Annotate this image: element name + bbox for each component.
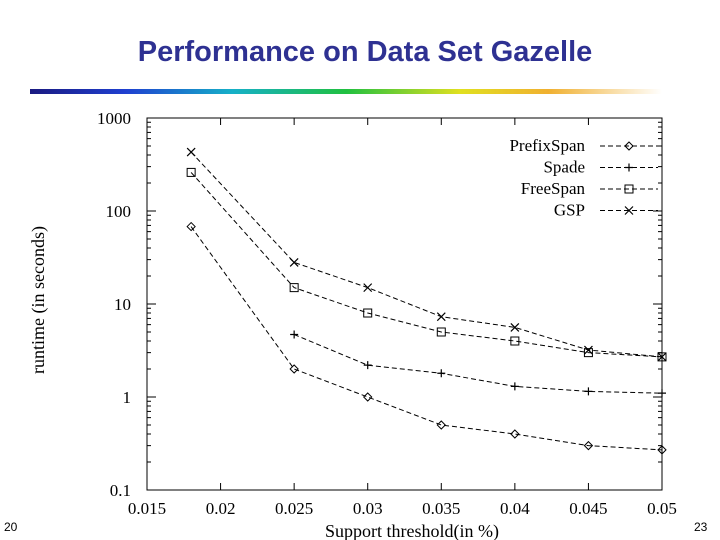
- series-line-gsp: [190, 151, 663, 358]
- legend-marker-freespan: [624, 184, 634, 194]
- series-line-freespan: [190, 172, 663, 358]
- point-gsp: [289, 257, 299, 267]
- x-tick-label: 0.05: [647, 499, 677, 518]
- slide-title: Performance on Data Set Gazelle: [137, 36, 593, 68]
- point-freespan: [510, 336, 520, 346]
- y-tick-label: 0.1: [110, 481, 131, 500]
- point-prefixspan: [657, 445, 667, 455]
- slide-number-left: 20: [4, 520, 18, 534]
- point-prefixspan: [583, 440, 594, 451]
- point-spade: [584, 387, 593, 396]
- point-prefixspan: [510, 429, 520, 439]
- point-gsp: [436, 312, 446, 322]
- x-tick-label: 0.03: [353, 499, 383, 518]
- point-freespan: [289, 283, 299, 293]
- legend-marker-spade: [625, 163, 633, 172]
- point-gsp: [363, 283, 373, 293]
- legend-marker-gsp: [624, 206, 634, 215]
- x-tick-label: 0.045: [569, 499, 607, 518]
- x-tick-label: 0.025: [275, 499, 313, 518]
- point-freespan: [657, 352, 667, 362]
- axis-ticks: 0.015 0.02 0.025 0.03 0.035 0.04 0.045 0.05 0.1 1…: [97, 109, 677, 518]
- point-prefixspan: [436, 420, 446, 430]
- legend-marker-prefixspan: [624, 141, 634, 151]
- x-tick-label: 0.02: [206, 499, 236, 518]
- title-underline-bar: [30, 89, 662, 94]
- point-spade: [510, 382, 519, 391]
- point-freespan: [436, 327, 446, 337]
- series-lines: [190, 151, 663, 451]
- point-prefixspan: [289, 364, 299, 374]
- point-spade: [290, 330, 299, 339]
- y-axis-label: runtime (in seconds): [28, 226, 49, 374]
- legend-label-gsp: GSP: [554, 201, 585, 220]
- legend-label-freespan: FreeSpan: [521, 179, 586, 198]
- x-axis-label: Support threshold(in %): [325, 521, 499, 540]
- point-prefixspan: [363, 392, 373, 402]
- point-freespan: [583, 348, 593, 358]
- x-tick-label: 0.04: [500, 499, 530, 518]
- legend-label-prefixspan: PrefixSpan: [509, 136, 585, 155]
- point-gsp: [584, 345, 593, 355]
- point-spade: [658, 389, 666, 398]
- point-freespan: [363, 308, 373, 318]
- point-gsp: [186, 147, 196, 157]
- point-spade: [437, 369, 446, 378]
- slide-number-right: 23: [694, 520, 708, 534]
- point-freespan: [186, 167, 196, 177]
- y-tick-label: 100: [106, 202, 132, 221]
- legend-label-spade: Spade: [543, 158, 585, 177]
- point-spade: [363, 361, 372, 370]
- point-prefixspan: [186, 221, 196, 232]
- point-gsp: [657, 352, 667, 362]
- y-tick-label: 1000: [97, 109, 131, 128]
- y-tick-label: 10: [114, 295, 131, 314]
- data-markers: [186, 147, 667, 455]
- x-tick-label: 0.035: [422, 499, 460, 518]
- y-tick-label: 1: [123, 388, 132, 407]
- series-line-spade: [293, 334, 663, 394]
- legend: PrefixSpan Spade FreeSpan GSP: [509, 136, 658, 220]
- series-line-prefixspan: [190, 226, 663, 451]
- point-gsp: [510, 322, 520, 332]
- x-tick-label: 0.015: [128, 499, 166, 518]
